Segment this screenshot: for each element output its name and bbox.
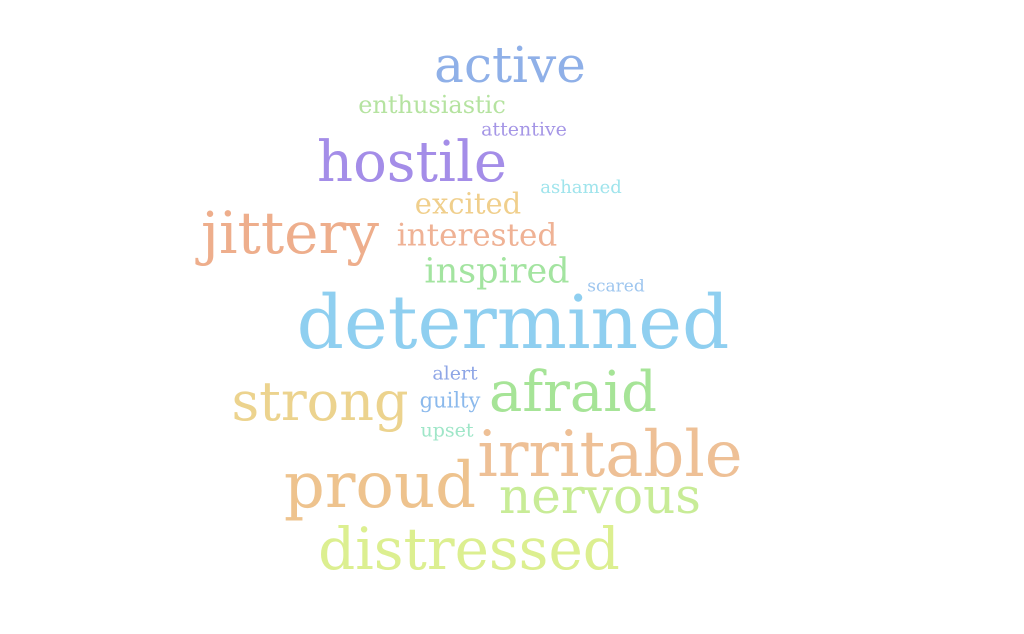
word-alert: alert — [432, 362, 478, 385]
word-enthusiastic: enthusiastic — [358, 91, 506, 119]
word-active: active — [434, 36, 586, 94]
word-guilty: guilty — [419, 388, 481, 413]
word-attentive: attentive — [481, 118, 567, 141]
word-hostile: hostile — [317, 130, 507, 195]
word-scared: scared — [587, 276, 645, 297]
word-inspired: inspired — [424, 251, 570, 292]
word-afraid: afraid — [488, 360, 658, 425]
word-proud: proud — [283, 449, 477, 523]
word-distressed: distressed — [318, 515, 620, 583]
word-interested: interested — [396, 217, 558, 254]
word-nervous: nervous — [499, 467, 701, 525]
word-strong: strong — [231, 370, 409, 433]
word-upset: upset — [420, 419, 474, 442]
word-excited: excited — [414, 186, 522, 221]
word-ashamed: ashamed — [540, 177, 622, 198]
word-jittery: jittery — [201, 199, 379, 267]
word-irritable: irritable — [477, 418, 743, 492]
word-determined: determined — [296, 280, 730, 366]
